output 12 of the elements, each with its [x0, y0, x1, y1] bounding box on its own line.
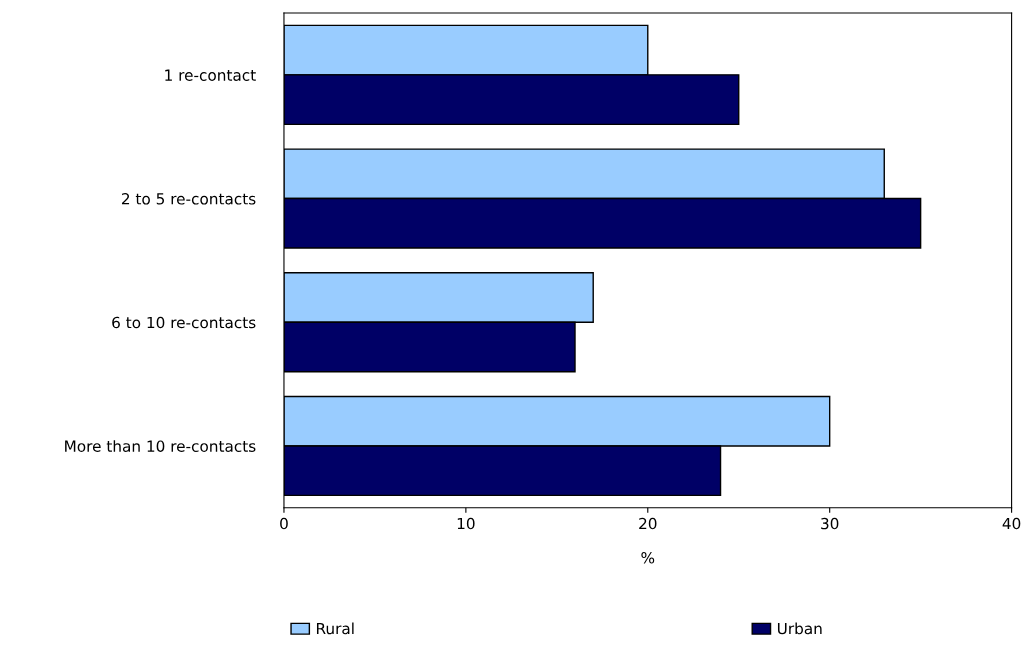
- x-tick-label: 30: [821, 517, 839, 530]
- x-axis-title: %: [641, 552, 655, 564]
- legend-label: Urban: [777, 622, 822, 635]
- y-tick-label: More than 10 re-contacts: [65, 440, 256, 452]
- x-tick-label: 10: [457, 517, 475, 530]
- x-tick-label: 40: [1002, 517, 1021, 530]
- x-tick-label: 0: [280, 517, 288, 530]
- y-tick-label: 2 to 5 re-contacts: [121, 193, 256, 205]
- legend-label: Rural: [316, 622, 354, 635]
- x-tick-label: 20: [639, 517, 657, 530]
- y-tick-label: 1 re-contact: [165, 69, 256, 81]
- y-tick-label: 6 to 10 re-contacts: [112, 316, 256, 329]
